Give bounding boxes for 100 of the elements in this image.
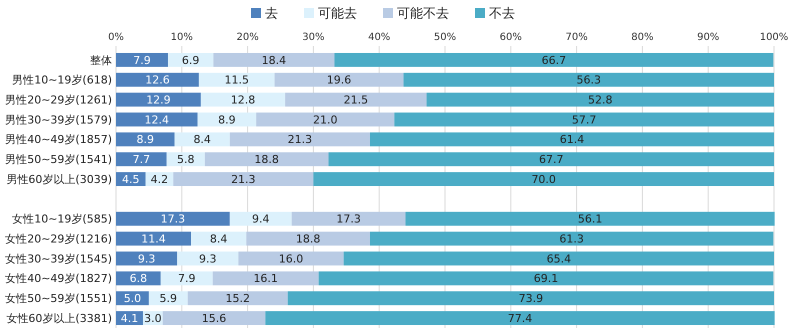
data-label: 16.1 [253, 272, 278, 286]
data-label: 69.1 [534, 272, 558, 286]
data-label: 4.5 [122, 172, 140, 186]
data-label: 7.9 [178, 272, 196, 286]
y-tick-label: 男性20~29岁(1261) [5, 93, 112, 106]
y-tick-label: 男性40~49岁(1857) [5, 133, 112, 146]
legend-label: 可能去 [318, 6, 357, 22]
bar [204, 152, 329, 166]
data-label: 21.3 [288, 133, 312, 146]
x-tick-label: 10% [170, 32, 193, 43]
y-tick-label: 整体 [90, 54, 112, 67]
bar [160, 271, 213, 286]
data-label: 66.7 [542, 54, 566, 67]
data-label: 5.8 [177, 153, 194, 166]
bar [188, 291, 288, 306]
x-tick-label: 40% [368, 32, 390, 43]
data-label: 5.0 [124, 292, 142, 306]
data-label: 21.5 [344, 93, 368, 106]
bar [318, 271, 774, 286]
data-label: 9.3 [199, 252, 217, 266]
bar [285, 92, 427, 107]
x-tick-label: 50% [434, 32, 456, 43]
bar [116, 112, 198, 126]
bar [238, 252, 344, 266]
data-label: 11.4 [141, 232, 166, 246]
data-label: 8.9 [218, 113, 236, 126]
data-label: 61.3 [559, 232, 584, 246]
data-label: 61.4 [560, 133, 584, 146]
bar [292, 212, 406, 226]
data-label: 7.7 [132, 153, 150, 166]
y-tick-label: 女性30~39岁(1545) [5, 252, 112, 266]
y-tick-label: 男性50~59岁(1541) [5, 153, 112, 166]
data-label: 70.0 [531, 172, 556, 186]
bar [116, 132, 175, 146]
data-label: 56.3 [576, 74, 602, 87]
data-label: 12.9 [146, 93, 171, 106]
data-label: 21.0 [312, 113, 338, 126]
bar [334, 52, 774, 67]
bar [404, 72, 774, 87]
data-label: 18.8 [254, 153, 279, 166]
x-tick-label: 80% [631, 32, 654, 43]
data-label: 52.8 [588, 93, 613, 106]
y-tick-label: 男性30~39岁(1579) [5, 113, 112, 126]
x-tick-label: 0% [108, 32, 124, 43]
bar [198, 72, 275, 87]
bar [230, 212, 292, 226]
bar [198, 112, 256, 126]
data-label: 21.3 [231, 172, 256, 186]
data-label: 17.3 [336, 212, 361, 226]
bar [394, 112, 774, 126]
bar [370, 132, 774, 146]
data-label: 7.9 [133, 54, 151, 67]
bar [265, 311, 775, 326]
bar [230, 132, 370, 146]
bar [116, 252, 178, 266]
bar [116, 92, 201, 107]
data-label: 3.0 [144, 312, 162, 325]
bar [213, 52, 334, 67]
bar [313, 172, 774, 186]
bar [116, 72, 199, 87]
x-tick-label: 90% [697, 32, 720, 43]
data-label: 15.6 [202, 312, 226, 325]
bar [212, 271, 319, 286]
data-label: 11.5 [224, 74, 249, 87]
legend-label: 可能不去 [397, 6, 449, 22]
data-label: 8.9 [136, 133, 154, 146]
data-label: 6.8 [130, 272, 148, 286]
data-label: 18.4 [262, 54, 286, 67]
data-label: 56.1 [578, 212, 602, 226]
data-label: 73.9 [518, 292, 544, 306]
x-tick-label: 70% [565, 32, 588, 43]
bar [191, 232, 246, 246]
data-label: 4.1 [120, 312, 138, 325]
legend-label: 去 [265, 6, 278, 22]
y-tick-label: 男性10~19岁(618) [12, 74, 112, 87]
data-label: 12.6 [145, 74, 170, 87]
y-tick-label: 女性40~49岁(1827) [5, 272, 112, 286]
bar [168, 52, 214, 67]
data-label: 9.3 [138, 252, 156, 266]
bar [328, 152, 774, 166]
bar [174, 132, 230, 146]
data-label: 18.8 [296, 232, 320, 246]
data-label: 5.9 [160, 292, 178, 306]
bar [344, 252, 774, 266]
bar [177, 252, 238, 266]
data-label: 15.2 [225, 292, 250, 306]
data-label: 17.3 [160, 212, 186, 226]
data-label: 4.2 [150, 172, 168, 186]
bar [246, 232, 370, 246]
data-label: 8.4 [193, 133, 211, 146]
data-label: 67.7 [539, 153, 564, 166]
bar [274, 72, 404, 87]
bar [200, 92, 286, 107]
bar [256, 112, 394, 126]
data-label: 9.4 [252, 212, 270, 226]
data-label: 19.6 [326, 74, 352, 87]
legend-label: 不去 [489, 6, 515, 22]
data-label: 12.4 [144, 113, 170, 126]
bar [406, 212, 775, 226]
bar [116, 232, 192, 246]
